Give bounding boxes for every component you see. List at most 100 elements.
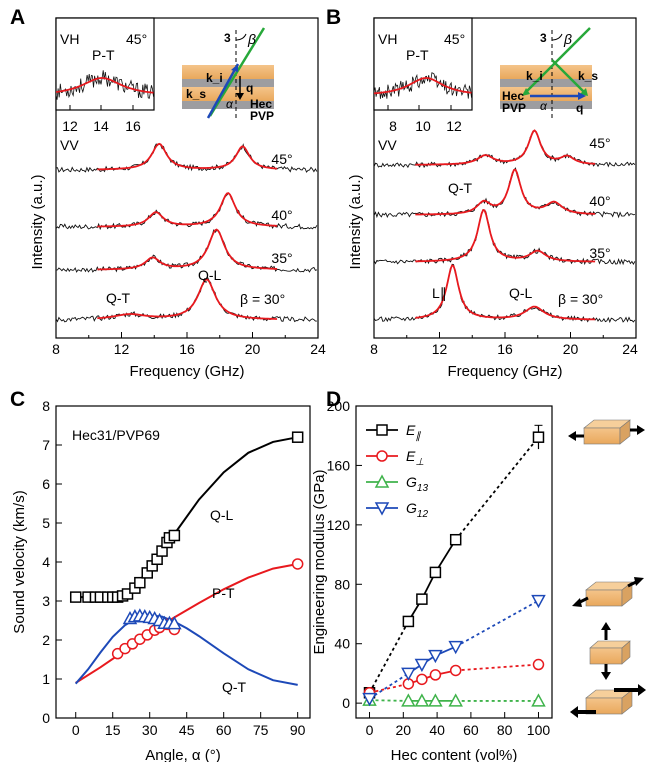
sample-label: Hec31/PVP69 [72, 427, 160, 443]
inset-tick-label: 12 [62, 118, 78, 134]
vv-spectra [373, 129, 636, 324]
dashed-segment [454, 436, 540, 541]
inset-mode-label: VH [378, 31, 397, 47]
series-lines [368, 424, 543, 702]
peak-label-ql: Q-L [198, 267, 222, 283]
arrow-head-icon [231, 64, 238, 72]
x-tick-label: 15 [105, 722, 121, 738]
beta-arc [551, 33, 563, 41]
pvp-label: PVP [502, 101, 526, 115]
dashed-segment [368, 620, 410, 694]
inset-fit-curve [55, 77, 154, 94]
x-tick-label: 24 [622, 341, 638, 357]
x-tick-label: 12 [114, 341, 130, 357]
y-tick-label: 160 [327, 457, 351, 473]
x-tick-label: 0 [72, 722, 80, 738]
beta-symbol: β [563, 31, 572, 47]
alpha-label: α [540, 99, 548, 113]
legend-label: E⊥ [406, 448, 424, 468]
ks-label: k_s [186, 87, 206, 101]
tension-parallel-icon [568, 419, 645, 445]
curve-label-ql: Q-L [210, 507, 234, 523]
y-tick-label: 40 [334, 636, 350, 652]
angle-label: 35° [271, 250, 292, 266]
inset-peak-label: P-T [406, 47, 429, 63]
beta-label: β = 30° [240, 291, 285, 307]
y-axis-label: Engineering modulus (GPa) [311, 469, 328, 654]
x-axis-label: Hec content (vol%) [391, 747, 518, 762]
ks-label: k_s [578, 69, 598, 83]
axis-3-label: 3 [540, 31, 547, 45]
y-axis-label: Sound velocity (km/s) [11, 490, 28, 633]
tick-labels: 0 20 40 60 80 100 0 40 80 120 160 200 [327, 398, 551, 738]
incident-beam [208, 27, 266, 117]
plot-frame [355, 405, 553, 719]
model-curve [74, 614, 298, 686]
x-axis-label: Frequency (GHz) [447, 363, 562, 380]
x-tick-label: 60 [463, 722, 479, 738]
peak-label-l-parallel: L∥ [432, 285, 447, 301]
x-tick-label: 100 [527, 722, 551, 738]
circle-marker [532, 658, 545, 671]
model-curve [75, 436, 298, 599]
panel-label-a: A [10, 6, 25, 29]
inset-angle-label: 45° [126, 31, 147, 47]
fit-curve [415, 264, 596, 321]
series-line [407, 539, 457, 622]
vv-mode-label: VV [60, 137, 79, 153]
x-axis-label: Angle, α (°) [145, 747, 221, 762]
axis-ticks [56, 405, 299, 719]
triangle-down-marker [428, 649, 443, 664]
y-tick-label: 200 [327, 398, 351, 414]
x-tick-label: 20 [245, 341, 261, 357]
triangle-down-marker [414, 658, 430, 673]
y-tick-label: 6 [42, 476, 50, 492]
square-marker [449, 533, 462, 546]
y-tick-label: 4 [42, 554, 50, 570]
ki-label: k_i [526, 69, 543, 83]
arrow-head-icon [578, 92, 586, 100]
ki-label: k_i [206, 71, 223, 85]
triangle-down-marker [531, 594, 546, 609]
x-ticks [373, 332, 637, 338]
scattering-schematic: 3 β k_i k_s α q Hec PVP [182, 27, 274, 123]
x-tick-label: 60 [216, 722, 232, 738]
y-tick-label: 80 [334, 576, 350, 592]
hec-layer [500, 87, 592, 101]
circle-marker [291, 558, 304, 570]
x-tick-label: 0 [366, 722, 374, 738]
shear-13-icon [570, 684, 646, 718]
arrow-head-icon [522, 88, 530, 96]
peak-label-qt: Q-T [106, 290, 131, 306]
beta-symbol: β [247, 31, 256, 47]
pvp-label: PVP [250, 109, 274, 123]
triangle-marker [414, 693, 430, 707]
x-tick-label: 30 [142, 722, 158, 738]
triangle-down-marker [362, 692, 377, 707]
series-line [407, 645, 457, 675]
x-tick-label: 40 [429, 722, 445, 738]
x-axis-label: Frequency (GHz) [129, 363, 244, 380]
hec-layer [182, 87, 274, 101]
y-tick-label: 8 [42, 398, 50, 414]
fit-curve [97, 278, 278, 320]
x-tick-label: 8 [370, 341, 378, 357]
panel-a: VH 45° P-T 12 14 16 VV 45° 40° 35° β = 3… [29, 17, 326, 380]
triangle-marker [167, 616, 182, 630]
inset-trace [55, 70, 154, 100]
dashed-segment [455, 599, 539, 648]
curve-label-pt: P-T [212, 585, 235, 601]
hec-label: Hec [502, 89, 524, 103]
angle-label: 40° [589, 193, 610, 209]
x-tick-label: 12 [432, 341, 448, 357]
arrow-head-icon [236, 93, 244, 100]
triangle-down-marker [401, 667, 416, 681]
inset-angle-label: 45° [444, 31, 465, 47]
beta-arc [235, 33, 247, 41]
fit-curve [97, 142, 278, 171]
y-axis-label: Intensity (a.u.) [29, 174, 46, 269]
x-tick-label: 16 [179, 341, 195, 357]
legend-label: G12 [406, 500, 428, 520]
legend: E∥ E⊥ G13 G12 [366, 422, 428, 520]
y-tick-label: 1 [42, 671, 50, 687]
